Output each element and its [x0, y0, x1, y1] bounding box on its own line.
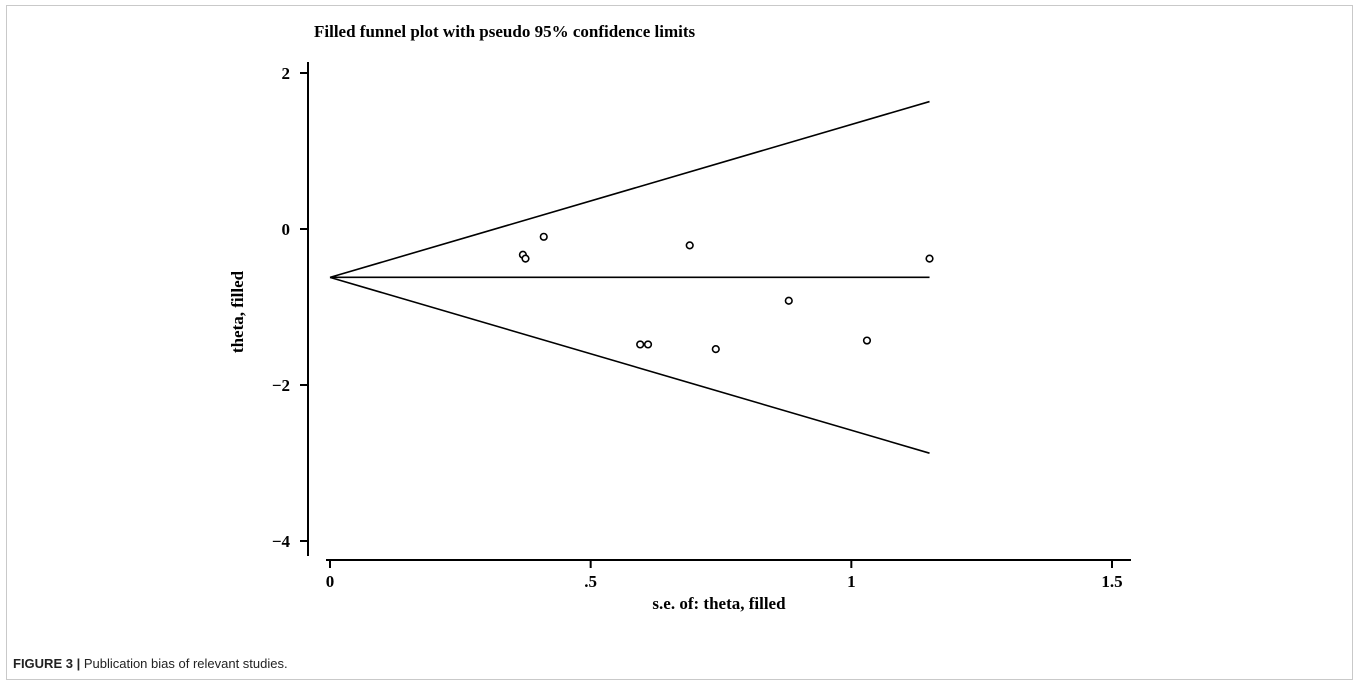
data-point — [521, 254, 530, 263]
data-point — [784, 296, 793, 305]
caption-label: FIGURE 3 | — [13, 656, 81, 671]
x-tick-label: 1.5 — [1101, 572, 1122, 591]
x-axis-label: s.e. of: theta, filled — [652, 594, 786, 613]
x-tick-label: 1 — [847, 572, 856, 591]
figure-caption: FIGURE 3 | Publication bias of relevant … — [13, 656, 288, 671]
data-point — [539, 232, 548, 241]
data-point — [862, 336, 872, 345]
data-point — [636, 340, 645, 349]
x-ticks: 0 .5 1 1.5 — [326, 560, 1123, 591]
y-tick-label: 2 — [282, 64, 291, 83]
data-points — [518, 232, 934, 354]
data-point — [711, 345, 720, 354]
caption-text: Publication bias of relevant studies. — [80, 656, 288, 671]
data-point — [685, 241, 694, 250]
data-point — [925, 254, 934, 263]
y-tick-label: −2 — [272, 376, 290, 395]
lower-confidence-limit — [329, 276, 930, 454]
figure-frame — [6, 5, 1353, 680]
upper-confidence-limit — [329, 100, 930, 279]
funnel-lines — [329, 100, 930, 454]
y-ticks: −4 −2 0 2 — [272, 64, 308, 551]
y-tick-label: −4 — [272, 532, 291, 551]
y-axis-label: theta, filled — [228, 270, 247, 353]
x-tick-label: .5 — [584, 572, 597, 591]
y-tick-label: 0 — [282, 220, 291, 239]
x-tick-label: 0 — [326, 572, 335, 591]
chart-title: Filled funnel plot with pseudo 95% confi… — [314, 22, 695, 41]
data-point — [643, 340, 653, 349]
